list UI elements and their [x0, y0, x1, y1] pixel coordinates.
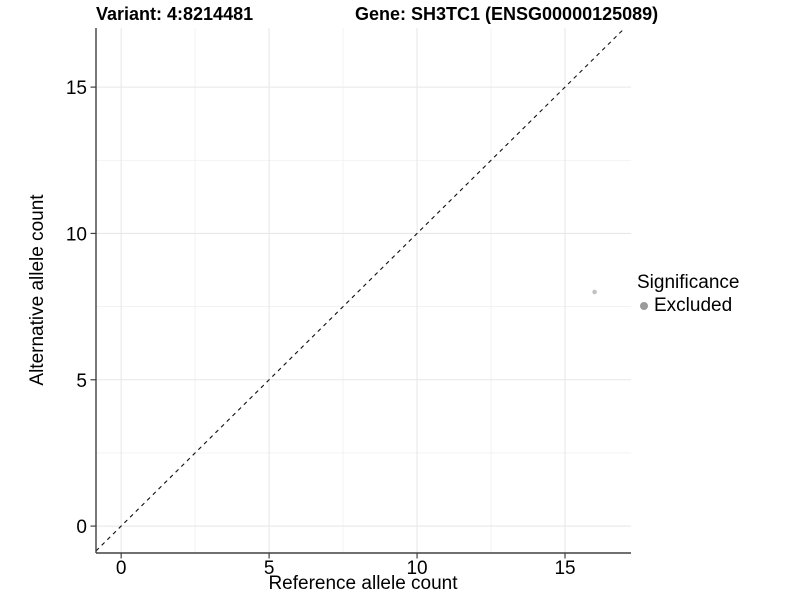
legend-title: Significance	[637, 272, 740, 293]
x-tick-label: 15	[554, 558, 575, 579]
data-point	[592, 289, 597, 295]
y-tick-label: 10	[66, 224, 87, 245]
plot-title-gene: Gene: SH3TC1 (ENSG00000125089)	[355, 4, 659, 24]
y-tick-label: 5	[76, 371, 87, 392]
y-tick-label: 15	[66, 78, 87, 99]
legend-key-dot-icon	[640, 302, 648, 310]
x-axis-title: Reference allele count	[268, 573, 458, 594]
y-axis-title: Alternative allele count	[27, 194, 48, 386]
identity-reference-line	[95, 27, 626, 552]
x-tick-label: 10	[406, 558, 427, 579]
x-tick-label: 5	[264, 558, 275, 579]
legend: Significance Excluded	[637, 272, 739, 317]
y-tick-label: 0	[76, 517, 87, 538]
legend-item-label: Excluded	[654, 295, 733, 316]
x-tick-label: 0	[116, 558, 127, 579]
legend-item-excluded: Excluded	[637, 295, 739, 317]
plot-title-variant: Variant: 4:8214481	[96, 4, 254, 24]
